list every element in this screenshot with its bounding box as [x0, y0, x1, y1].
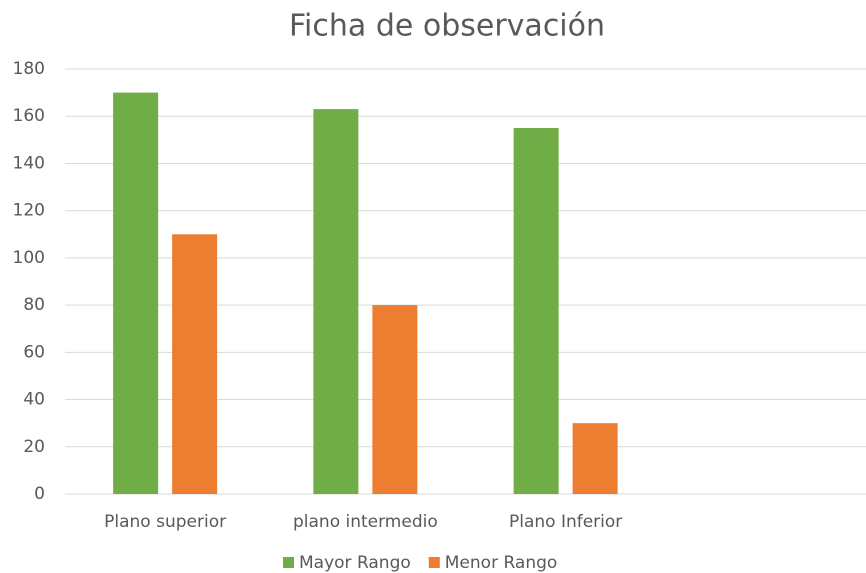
legend-label: Mayor Rango	[299, 553, 411, 573]
bar	[572, 423, 618, 494]
bar	[372, 305, 418, 494]
y-tick-label: 80	[23, 295, 45, 315]
y-tick-label: 0	[34, 484, 45, 504]
legend-label: Menor Rango	[445, 553, 558, 573]
y-tick-label: 120	[13, 201, 45, 221]
bar	[313, 109, 359, 494]
y-tick-label: 40	[23, 390, 45, 410]
y-tick-label: 20	[23, 437, 45, 457]
bar	[513, 128, 559, 494]
legend-swatch	[428, 557, 440, 568]
y-tick-label: 60	[23, 342, 45, 362]
chart-title: Ficha de observación	[289, 9, 605, 44]
x-tick-label: Plano Inferior	[509, 512, 622, 532]
bar	[172, 234, 218, 494]
y-tick-label: 100	[13, 248, 45, 268]
bar	[113, 92, 159, 494]
y-tick-label: 140	[13, 153, 45, 173]
y-tick-label: 180	[13, 59, 45, 79]
legend-swatch	[283, 557, 294, 568]
x-tick-label: plano intermedio	[293, 512, 438, 532]
y-tick-label: 160	[13, 106, 45, 126]
x-tick-label: Plano superior	[104, 512, 226, 532]
